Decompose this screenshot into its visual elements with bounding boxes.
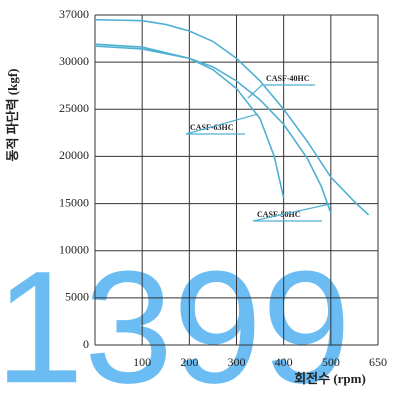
y-tick-label: 20000 (59, 148, 89, 162)
x-tick-label: 650 (369, 355, 387, 369)
y-tick-label: 15000 (59, 195, 89, 209)
y-tick-label: 30000 (59, 54, 89, 68)
line (94, 43, 285, 199)
label-leader (252, 203, 331, 222)
x-axis-title: 회전수 (rpm) (294, 371, 366, 386)
x-tick-label: 300 (228, 355, 246, 369)
y-tick-label: 10000 (59, 242, 89, 256)
series-label: CASF-40HC (266, 74, 310, 83)
line (94, 18, 370, 216)
y-tick-label: 0 (83, 337, 89, 351)
y-tick-label: 25000 (59, 101, 89, 115)
x-tick-label: 100 (133, 355, 151, 369)
label-leader (185, 113, 259, 135)
line (94, 45, 332, 214)
y-tick-label: 37000 (59, 7, 89, 21)
x-tick-label: 200 (180, 355, 198, 369)
x-tick-label: 400 (275, 355, 293, 369)
y-tick-label: 5000 (65, 290, 89, 304)
y-axis-title: 동적 파단력 (kgf) (5, 68, 20, 161)
x-tick-label: 500 (322, 355, 340, 369)
watermark: 1399 (0, 237, 351, 397)
label-leader (247, 84, 315, 99)
series-label: CASF-50HC (257, 210, 301, 219)
